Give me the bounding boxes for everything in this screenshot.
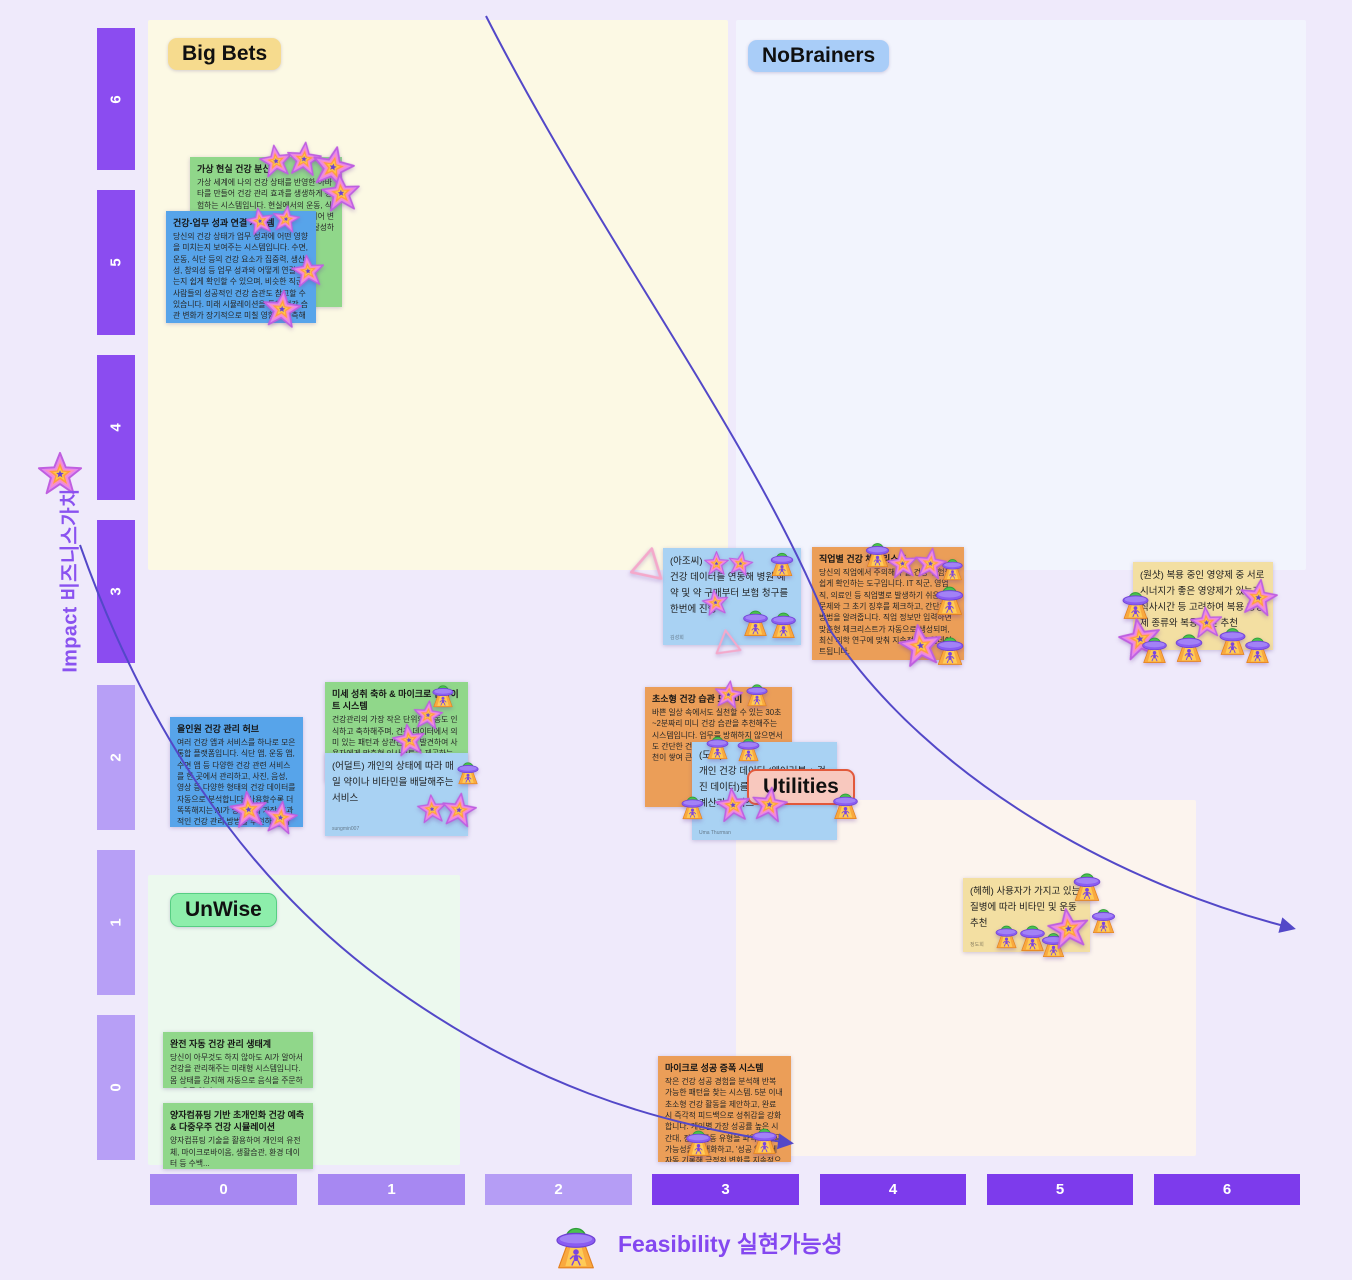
star-icon[interactable] [747,782,791,826]
sticky-note-full-auto-ecosystem[interactable]: 완전 자동 건강 관리 생태계 당신이 아무것도 하지 않아도 AI가 알아서 … [163,1032,313,1088]
x-axis-label: Feasibility 실현가능성 [618,1231,843,1257]
ufo-icon[interactable] [742,677,772,707]
y-axis-tick-6: 6 [97,28,135,170]
y-axis-tick-1: 1 [97,850,135,995]
star-icon[interactable] [699,586,732,619]
star-icon[interactable] [269,202,303,236]
ufo-icon[interactable] [733,731,764,762]
star-icon[interactable] [1235,574,1281,620]
quadrant-label-big-bets[interactable]: Big Bets [168,38,282,70]
star-icon[interactable] [260,797,302,839]
ufo-icon[interactable] [930,577,969,616]
triangle-decoration [710,624,744,658]
x-axis-tick-1: 1 [318,1174,465,1205]
ufo-icon[interactable] [453,755,483,785]
x-axis-tick-4: 4 [820,1174,966,1205]
ufo-icon[interactable] [1170,625,1208,663]
star-icon[interactable] [318,170,364,216]
y-axis-tick-3: 3 [97,520,135,663]
ufo-icon[interactable] [1240,629,1275,664]
ufo-icon[interactable] [766,545,798,577]
ufo-icon[interactable] [1068,864,1106,902]
star-icon[interactable] [711,677,746,712]
x-axis-tick-0: 0 [150,1174,297,1205]
ufo-icon[interactable] [681,1122,716,1157]
star-icon[interactable] [389,720,430,761]
x-axis-tick-6: 6 [1154,1174,1300,1205]
x-axis-tick-5: 5 [987,1174,1133,1205]
ufo-icon [548,1214,604,1270]
sticky-note-quantum-simulation[interactable]: 양자컴퓨팅 기반 초개인화 건강 예측 & 다중우주 건강 시뮬레이션 양자컴퓨… [163,1103,313,1169]
x-axis-tick-3: 3 [652,1174,799,1205]
ufo-icon[interactable] [747,1120,782,1155]
star-icon[interactable] [288,251,328,291]
star-icon[interactable] [725,548,756,579]
y-axis-tick-2: 2 [97,685,135,830]
ufo-icon[interactable] [766,604,801,639]
quadrant-label-nobrainers[interactable]: NoBrainers [748,40,890,72]
ufo-icon[interactable] [1137,629,1172,664]
y-axis-tick-0: 0 [97,1015,135,1160]
y-axis-label: Impact 비즈니스가치 [59,488,82,673]
ufo-icon[interactable] [702,729,733,760]
triangle-decoration [626,539,671,584]
y-axis-tick-4: 4 [97,355,135,500]
quadrant-label-unwise[interactable]: UnWise [170,893,277,927]
star-icon[interactable] [438,789,481,832]
y-axis-tick-5: 5 [97,190,135,335]
ufo-icon[interactable] [1087,901,1120,934]
quadrant-utilities-area [736,800,1196,1156]
ufo-icon[interactable] [931,628,969,666]
x-axis-tick-2: 2 [485,1174,632,1205]
quadrant-nobrainers-area [736,20,1306,570]
ufo-icon[interactable] [677,789,708,820]
star-icon[interactable] [259,286,305,332]
ufo-icon[interactable] [828,785,863,820]
star-icon[interactable] [1043,903,1094,954]
